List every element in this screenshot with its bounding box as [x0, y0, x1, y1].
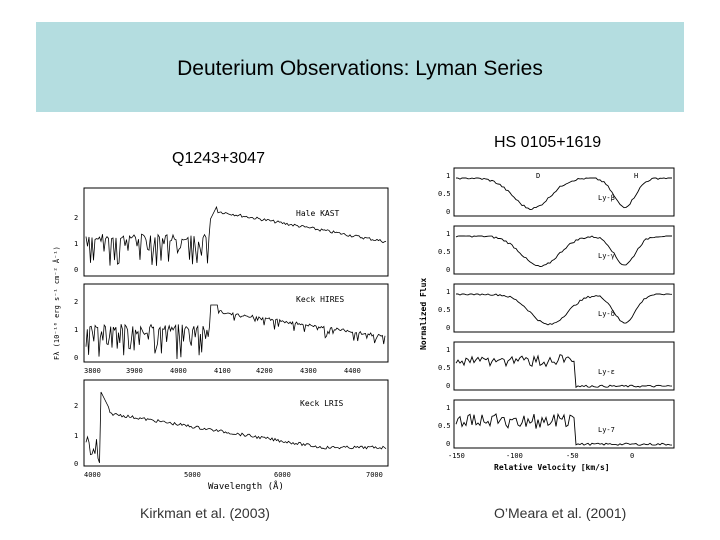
- rp3-ytick-1: 0.5: [438, 306, 451, 314]
- lp2-label: Keck HIRES: [296, 295, 344, 304]
- left-panel-3-frame: [83, 379, 389, 467]
- slide-title: Deuterium Observations: Lyman Series: [177, 57, 543, 80]
- title-bar: Deuterium Observations: Lyman Series: [36, 22, 684, 112]
- rp1-ytick-0: 0: [446, 208, 450, 216]
- rx-tick-0: -150: [448, 452, 465, 460]
- rp4-frame: [453, 341, 675, 391]
- lp3-xtick-1: 5000: [184, 471, 201, 479]
- rp1-trace: [455, 177, 672, 210]
- lp2-xtick-5: 4300: [300, 367, 317, 375]
- marker-d: D: [536, 172, 540, 180]
- rp4-ytick-0: 0: [446, 382, 450, 390]
- lp2-spectrum: [85, 304, 386, 360]
- rp2-ytick-2: 1: [446, 230, 450, 238]
- rp3-trace: [456, 293, 673, 326]
- rp5-label: Ly-7: [598, 426, 615, 434]
- lp1-label: Hale KAST: [296, 209, 340, 218]
- rp5-frame: [453, 399, 675, 449]
- lp3-xtick-2: 6000: [274, 471, 291, 479]
- rp2-ytick-0: 0: [446, 266, 450, 274]
- right-ylabel: Normalized Flux: [418, 278, 428, 350]
- lp2-ytick-2: 2: [74, 298, 78, 306]
- rp3-ytick-0: 0: [446, 324, 450, 332]
- rp4-label: Ly-ε: [598, 368, 615, 376]
- left-ylabel: Fλ (10⁻¹⁶ erg s⁻¹ cm⁻² Å⁻¹): [52, 246, 61, 360]
- rp3-ytick-2: 1: [446, 288, 450, 296]
- lp3-xtick-3: 7000: [366, 471, 383, 479]
- marker-h: H: [634, 172, 638, 180]
- lp2-xtick-4: 4200: [256, 367, 273, 375]
- lp3-spectrum: [85, 391, 387, 464]
- rp2-trace: [455, 235, 672, 267]
- left-caption: Kirkman et al. (2003): [140, 505, 270, 521]
- lp2-xtick-3: 4100: [214, 367, 231, 375]
- rp3-frame: [453, 283, 675, 333]
- lp2-xtick-0: 3800: [84, 367, 101, 375]
- rp3-label: Ly-δ: [598, 310, 615, 318]
- lp1-ytick-0: 0: [74, 266, 78, 274]
- lp3-label: Keck LRIS: [300, 399, 344, 408]
- rp4-trace: [455, 354, 673, 389]
- rp5-ytick-2: 1: [446, 404, 450, 412]
- lp3-ytick-1: 1: [74, 432, 78, 440]
- rp2-label: Ly-γ: [598, 252, 615, 260]
- rx-tick-2: -50: [566, 452, 579, 460]
- lp1-ytick-2: 2: [74, 214, 78, 222]
- left-xlabel: Wavelength (Å): [208, 480, 284, 492]
- rp4-ytick-2: 1: [446, 346, 450, 354]
- rp1-label: Ly-β: [598, 194, 615, 202]
- rp1-frame: [453, 167, 675, 217]
- rx-tick-3: 0: [630, 452, 634, 460]
- left-object-label: Q1243+3047: [172, 150, 265, 167]
- right-xlabel: Relative Velocity [km/s]: [494, 462, 610, 472]
- right-object-label: HS 0105+1619: [494, 134, 602, 151]
- rp2-frame: [453, 225, 675, 275]
- lp2-ytick-1: 1: [74, 326, 78, 334]
- lp2-ytick-0: 0: [74, 354, 78, 362]
- rp5-ytick-1: 0.5: [438, 422, 451, 430]
- rp1-ytick-1: 0.5: [438, 190, 451, 198]
- lp2-xtick-6: 4400: [344, 367, 361, 375]
- lp2-xtick-1: 3900: [126, 367, 143, 375]
- lp3-ytick-0: 0: [74, 460, 78, 468]
- rp1-ytick-2: 1: [446, 172, 450, 180]
- rx-tick-1: -100: [506, 452, 523, 460]
- left-panel-1-frame: [83, 187, 389, 277]
- rp5-trace: [455, 412, 673, 446]
- rp5-ytick-0: 0: [446, 440, 450, 448]
- left-spectrum-figure: 0 1 2 0 1 2 0 1 2 Hale KAST Keck HIRES K…: [52, 187, 389, 492]
- rp4-ytick-1: 0.5: [438, 364, 451, 372]
- left-panel-2-frame: [83, 283, 389, 363]
- lp3-xtick-0: 4000: [84, 471, 101, 479]
- lp1-ytick-1: 1: [74, 240, 78, 248]
- lp2-xtick-2: 4000: [170, 367, 187, 375]
- lp3-ytick-2: 2: [74, 402, 78, 410]
- lp1-spectrum: [85, 205, 387, 266]
- right-caption: O’Meara et al. (2001): [494, 505, 627, 521]
- rp2-ytick-1: 0.5: [438, 248, 451, 256]
